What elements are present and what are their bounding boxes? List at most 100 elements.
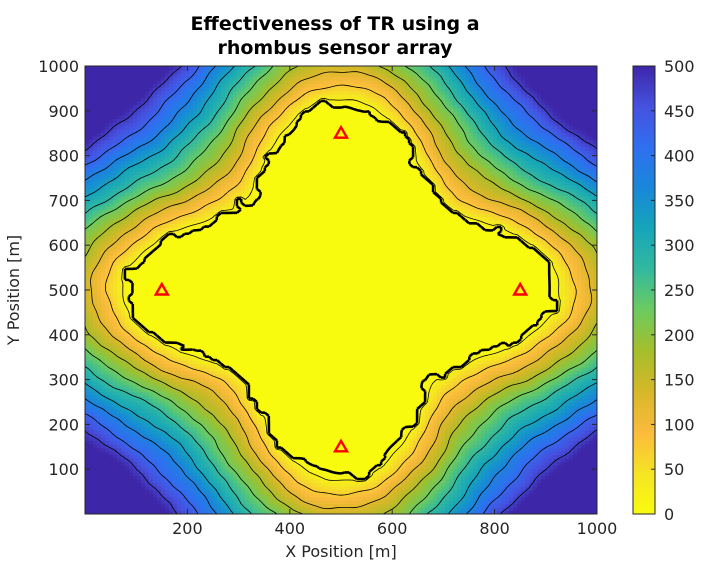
heatmap-cell xyxy=(245,489,250,494)
heatmap-cell xyxy=(289,451,294,456)
heatmap-cell xyxy=(505,419,510,424)
heatmap-cell xyxy=(469,500,474,505)
heatmap-cell xyxy=(485,482,490,487)
heatmap-cell xyxy=(477,419,482,424)
heatmap-cell xyxy=(589,402,594,407)
heatmap-cell xyxy=(145,510,150,514)
heatmap-cell xyxy=(169,479,174,484)
heatmap-cell xyxy=(309,500,314,505)
heatmap-cell xyxy=(501,468,506,473)
heatmap-cell xyxy=(545,377,550,382)
heatmap-cell xyxy=(205,395,210,400)
heatmap-cell xyxy=(433,489,438,494)
heatmap-cell xyxy=(369,423,374,428)
heatmap-cell xyxy=(385,381,390,386)
heatmap-cell xyxy=(293,493,298,498)
heatmap-cell xyxy=(345,496,350,501)
heatmap-cell xyxy=(309,440,314,445)
heatmap-cell xyxy=(345,510,350,514)
heatmap-cell xyxy=(169,377,174,382)
heatmap-cell xyxy=(377,405,382,410)
heatmap-cell xyxy=(261,489,266,494)
heatmap-cell xyxy=(317,388,322,393)
heatmap-cell xyxy=(261,482,266,487)
heatmap-cell xyxy=(525,479,530,484)
heatmap-cell xyxy=(285,482,290,487)
heatmap-cell xyxy=(457,486,462,491)
heatmap-cell xyxy=(485,486,490,491)
heatmap-cell xyxy=(417,475,422,480)
heatmap-cell xyxy=(225,472,230,477)
heatmap-cell xyxy=(149,468,154,473)
heatmap-cell xyxy=(125,423,130,428)
heatmap-cell xyxy=(313,482,318,487)
heatmap-cell xyxy=(453,391,458,396)
heatmap-cell xyxy=(309,468,314,473)
heatmap-cell xyxy=(589,489,594,494)
heatmap-cell xyxy=(213,486,218,491)
heatmap-cell xyxy=(201,468,206,473)
heatmap-cell xyxy=(429,507,434,512)
heatmap-cell xyxy=(521,475,526,480)
heatmap-cell xyxy=(369,405,374,410)
heatmap-cell xyxy=(497,444,502,449)
heatmap-cell xyxy=(417,468,422,473)
heatmap-cell xyxy=(201,391,206,396)
heatmap-cell xyxy=(257,405,262,410)
heatmap-cell xyxy=(317,444,322,449)
heatmap-cell xyxy=(157,493,162,498)
heatmap-cell xyxy=(389,468,394,473)
heatmap-cell xyxy=(469,398,474,403)
heatmap-cell xyxy=(557,426,562,431)
heatmap-cell xyxy=(545,402,550,407)
heatmap-cell xyxy=(109,493,114,498)
heatmap-cell xyxy=(269,423,274,428)
heatmap-cell xyxy=(525,391,530,396)
heatmap-cell xyxy=(221,447,226,452)
heatmap-cell xyxy=(265,395,270,400)
heatmap-cell xyxy=(369,510,374,514)
heatmap-cell xyxy=(153,493,158,498)
heatmap-cell xyxy=(193,510,198,514)
heatmap-cell xyxy=(241,458,246,463)
heatmap-cell xyxy=(417,426,422,431)
heatmap-cell xyxy=(237,503,242,508)
heatmap-cell xyxy=(569,430,574,435)
heatmap-cell xyxy=(153,395,158,400)
heatmap-cell xyxy=(225,416,230,421)
heatmap-cell xyxy=(309,493,314,498)
heatmap-cell xyxy=(581,433,586,438)
heatmap-cell xyxy=(477,461,482,466)
heatmap-cell xyxy=(181,507,186,512)
heatmap-cell xyxy=(585,437,590,442)
heatmap-cell xyxy=(353,489,358,494)
heatmap-cell xyxy=(401,458,406,463)
heatmap-cell xyxy=(401,447,406,452)
heatmap-cell xyxy=(545,405,550,410)
heatmap-cell xyxy=(273,405,278,410)
heatmap-cell xyxy=(253,507,258,512)
heatmap-cell xyxy=(449,402,454,407)
heatmap-cell xyxy=(509,465,514,470)
heatmap-cell xyxy=(93,430,98,435)
heatmap-cell xyxy=(313,430,318,435)
heatmap-cell xyxy=(205,416,210,421)
heatmap-cell xyxy=(517,377,522,382)
heatmap-cell xyxy=(589,419,594,424)
heatmap-cell xyxy=(393,489,398,494)
heatmap-cell xyxy=(457,461,462,466)
heatmap-cell xyxy=(305,395,310,400)
heatmap-cell xyxy=(501,395,506,400)
heatmap-cell xyxy=(377,503,382,508)
heatmap-cell xyxy=(245,409,250,414)
heatmap-cell xyxy=(593,454,597,459)
heatmap-cell xyxy=(437,486,442,491)
heatmap-cell xyxy=(301,479,306,484)
heatmap-cell xyxy=(533,500,538,505)
heatmap-cell xyxy=(281,402,286,407)
heatmap-cell xyxy=(137,384,142,389)
heatmap-cell xyxy=(277,500,282,505)
heatmap-cell xyxy=(353,430,358,435)
heatmap-cell xyxy=(181,395,186,400)
heatmap-cell xyxy=(181,416,186,421)
